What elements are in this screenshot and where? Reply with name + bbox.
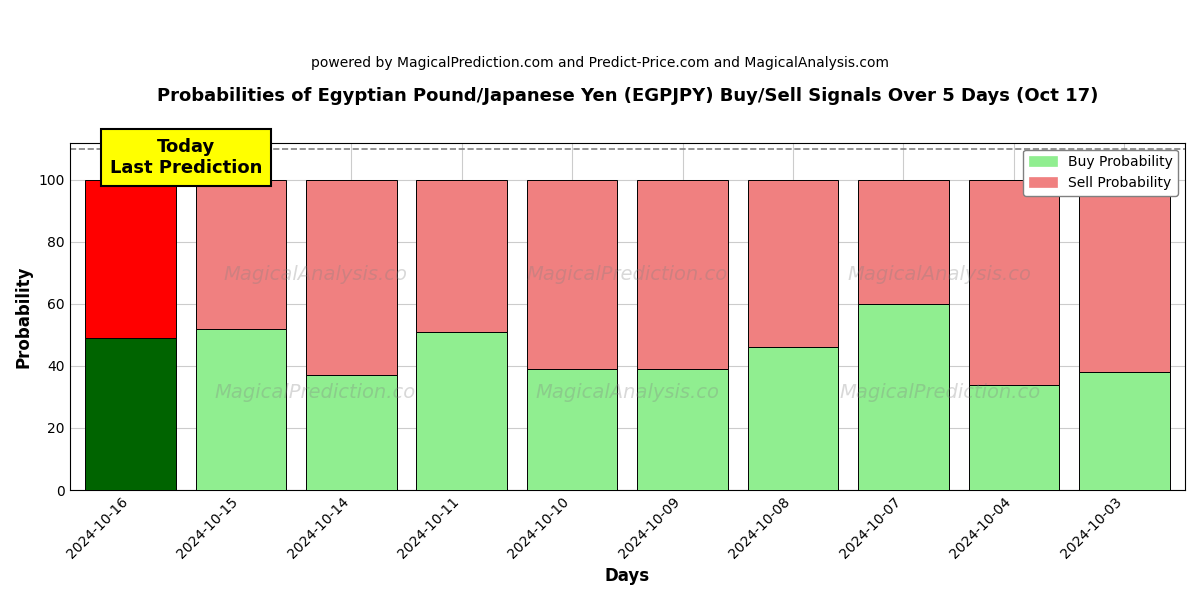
X-axis label: Days: Days xyxy=(605,567,650,585)
Text: MagicalAnalysis.co: MagicalAnalysis.co xyxy=(847,265,1032,284)
Bar xyxy=(748,180,839,347)
Bar xyxy=(637,369,728,490)
Bar xyxy=(968,180,1060,385)
Text: Today
Last Prediction: Today Last Prediction xyxy=(109,138,262,177)
Bar xyxy=(1079,372,1170,490)
Bar xyxy=(306,180,397,375)
Bar xyxy=(637,180,728,369)
Bar xyxy=(416,332,508,490)
Y-axis label: Probability: Probability xyxy=(14,265,34,368)
Bar xyxy=(85,338,175,490)
Bar xyxy=(1079,180,1170,372)
Text: MagicalAnalysis.co: MagicalAnalysis.co xyxy=(535,383,719,402)
Legend: Buy Probability, Sell Probability: Buy Probability, Sell Probability xyxy=(1024,149,1178,196)
Bar xyxy=(85,180,175,338)
Text: MagicalAnalysis.co: MagicalAnalysis.co xyxy=(223,265,407,284)
Bar xyxy=(968,385,1060,490)
Text: MagicalPrediction.co: MagicalPrediction.co xyxy=(215,383,415,402)
Bar xyxy=(748,347,839,490)
Bar xyxy=(858,304,949,490)
Bar xyxy=(196,180,287,329)
Bar xyxy=(527,180,618,369)
Bar xyxy=(416,180,508,332)
Text: MagicalPrediction.co: MagicalPrediction.co xyxy=(839,383,1040,402)
Text: powered by MagicalPrediction.com and Predict-Price.com and MagicalAnalysis.com: powered by MagicalPrediction.com and Pre… xyxy=(311,56,889,70)
Title: Probabilities of Egyptian Pound/Japanese Yen (EGPJPY) Buy/Sell Signals Over 5 Da: Probabilities of Egyptian Pound/Japanese… xyxy=(157,87,1098,105)
Bar xyxy=(306,375,397,490)
Text: MagicalPrediction.co: MagicalPrediction.co xyxy=(527,265,728,284)
Bar xyxy=(858,180,949,304)
Bar xyxy=(527,369,618,490)
Bar xyxy=(196,329,287,490)
